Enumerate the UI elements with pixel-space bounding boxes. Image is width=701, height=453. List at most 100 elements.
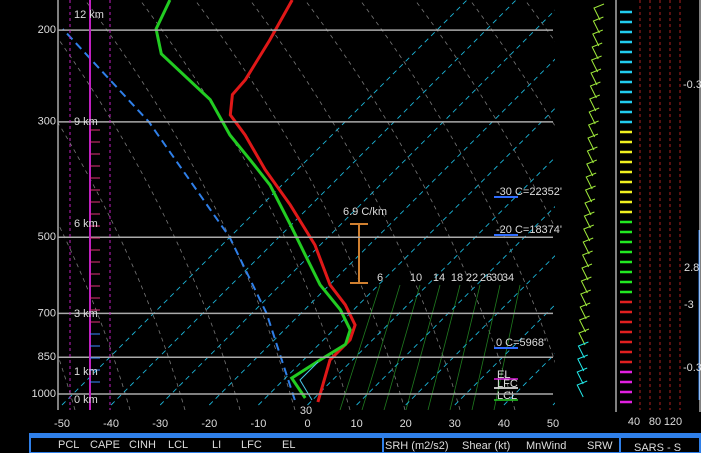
y-tick-label: 700	[38, 307, 56, 319]
adiabat	[304, 0, 516, 410]
wind-barb	[587, 133, 599, 151]
adiabat	[469, 0, 555, 127]
wind-barb	[590, 55, 602, 73]
overlay: 6.9 C/km -30 C=22352' -20 C=18374' 0 C=5968…	[300, 3, 605, 417]
mixing-ratio-label: 14	[433, 272, 445, 284]
wind-barb	[588, 107, 600, 125]
x-tick-label: -20	[201, 418, 217, 430]
table-header: LCL	[168, 439, 188, 451]
isotherm	[61, 0, 468, 406]
y-tick-label: 500	[38, 231, 56, 243]
wind-barb	[576, 380, 588, 398]
table-header: MnWind	[526, 440, 566, 452]
isotherm	[208, 58, 555, 406]
profile-line	[154, 0, 352, 399]
adiabat	[524, 0, 555, 43]
height-label: 9 km	[74, 116, 98, 128]
table-header: PCL	[58, 439, 79, 451]
wind-barb	[583, 211, 595, 229]
height-label: 6 km	[74, 218, 98, 230]
panel-title: SARS - S	[634, 442, 681, 453]
wind-axis-label: 80	[649, 416, 661, 428]
x-tick-label: 30	[449, 418, 461, 430]
wind-barb	[592, 29, 603, 47]
wind-barb	[591, 42, 603, 60]
freezing-label: -30 C=22352'	[496, 186, 562, 198]
table-header: LI	[212, 439, 221, 451]
x-tick-label: 10	[350, 418, 362, 430]
isotherm	[159, 9, 555, 406]
adiabat	[58, 37, 241, 410]
height-label: 1 km	[74, 366, 98, 378]
table-header: EL	[282, 439, 295, 451]
wind-barb	[586, 159, 597, 177]
wind-barb	[589, 81, 601, 99]
wind-barb	[592, 16, 604, 34]
profile-line	[228, 0, 357, 403]
mixing-ratio-line	[383, 284, 421, 410]
wind-barb	[579, 302, 591, 320]
mixing-ratio-label: 30	[491, 272, 503, 284]
adiabat	[249, 0, 461, 410]
side-value: -0.3	[683, 362, 701, 374]
x-tick-label: -10	[250, 418, 266, 430]
mixing-ratio-label: 26	[480, 272, 492, 284]
isotherm	[110, 0, 517, 406]
wind-barb	[583, 224, 594, 242]
adiabat	[58, 122, 186, 410]
adiabat	[58, 222, 131, 410]
wind-barb	[584, 198, 596, 216]
wind-barb	[582, 237, 594, 255]
table-header: SRH (m2/s2)	[385, 440, 449, 452]
wind-barb	[581, 250, 593, 268]
mixing-ratio-label: 18	[451, 272, 463, 284]
freezing-label: -20 C=18374'	[496, 224, 562, 236]
isotherm	[454, 304, 555, 406]
wind-barb	[580, 276, 592, 294]
y-tick-label: 300	[38, 116, 56, 128]
side-value: -0.3	[683, 79, 701, 91]
parcel-level-label: LCL	[497, 390, 517, 402]
x-tick-label: 20	[400, 418, 412, 430]
adiabat	[58, 354, 76, 410]
wind-barb	[576, 367, 588, 385]
mixing-ratio-line	[339, 284, 381, 410]
mixing-ratio-line	[449, 284, 481, 410]
adiabat	[0, 0, 20, 410]
wind-barb	[590, 68, 602, 86]
surface-label: 30	[300, 405, 312, 417]
adiabat	[359, 0, 555, 364]
x-tick-label: -30	[152, 418, 168, 430]
parcel-level-label: LFC	[497, 378, 518, 390]
table-header: LFC	[241, 439, 262, 451]
isotherm	[258, 107, 555, 406]
mixing-ratio-label: 6	[377, 272, 383, 284]
mixing-ratio-label: 34	[502, 272, 514, 284]
table-header: CINH	[129, 439, 156, 451]
x-tick-label: 50	[547, 418, 559, 430]
wind-barb	[577, 341, 589, 359]
mixing-ratio-line	[471, 284, 501, 410]
freezing-label: 0 C=5968'	[496, 337, 546, 349]
side-value: -3	[684, 299, 694, 311]
table-band	[30, 434, 700, 438]
wind-barb	[578, 315, 590, 333]
wind-barb	[587, 120, 599, 138]
side-value: 2.8	[684, 262, 699, 274]
table-header: CAPE	[90, 439, 120, 451]
wind-barb	[584, 185, 596, 203]
table-header: SRW	[587, 440, 613, 452]
wind-barb	[593, 3, 605, 21]
mixing-ratio-line	[361, 284, 401, 410]
wind-barb	[589, 94, 600, 112]
height-label: 0 km	[74, 394, 98, 406]
mixing-ratio-label: 10	[410, 272, 422, 284]
x-tick-label: 40	[498, 418, 510, 430]
y-tick-label: 1000	[32, 388, 56, 400]
parcel-level-label: EL	[497, 369, 510, 381]
adiabat	[84, 0, 296, 410]
wind-barb	[577, 354, 588, 372]
x-tick-label: -40	[103, 418, 119, 430]
mixing-ratio-line	[405, 284, 441, 410]
y-tick-label: 850	[38, 351, 56, 363]
